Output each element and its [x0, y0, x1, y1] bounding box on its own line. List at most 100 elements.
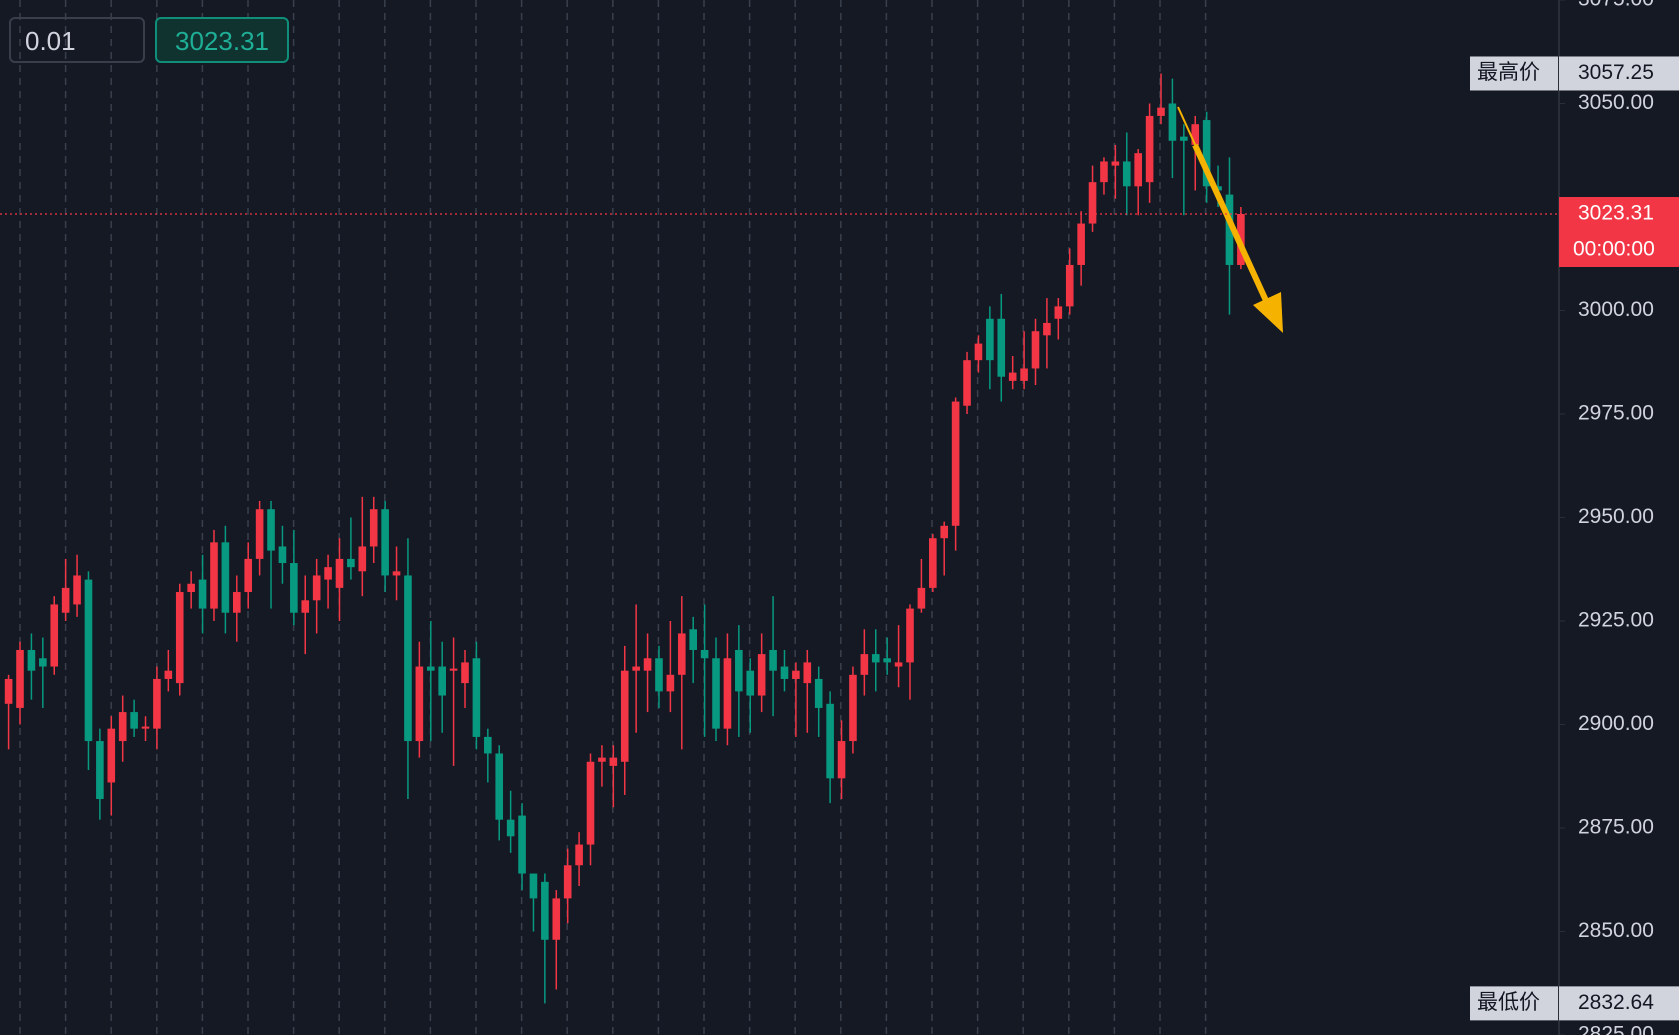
candle-body — [96, 741, 104, 800]
candle-body — [666, 674, 675, 692]
y-tick-label: 2875.00 — [1578, 816, 1654, 839]
candle-body — [997, 318, 1006, 377]
candle-body — [1180, 136, 1188, 141]
candle-body — [267, 509, 275, 551]
candle-body — [986, 318, 994, 361]
candle-body — [312, 575, 321, 601]
candle-body — [255, 509, 264, 559]
candle-body — [118, 712, 127, 742]
candle-body — [769, 649, 777, 671]
candle-body — [1122, 161, 1131, 187]
y-tick-label: 3050.00 — [1578, 91, 1654, 114]
candle-body — [404, 575, 412, 742]
candle-body — [506, 819, 515, 837]
y-tick-label: 2825.00 — [1578, 1023, 1654, 1035]
candle-body — [689, 629, 697, 650]
candle-body — [837, 741, 846, 779]
candle-body — [609, 757, 618, 766]
candle-body — [1031, 331, 1040, 369]
candle-body — [917, 587, 926, 609]
y-tick-label: 3075.00 — [1578, 0, 1654, 11]
candle-body — [1202, 120, 1211, 187]
candle-body — [130, 712, 138, 729]
candle-body — [529, 873, 538, 899]
candle-body — [757, 654, 766, 696]
low-value: 2832.64 — [1578, 991, 1654, 1014]
candle-body — [1100, 161, 1108, 183]
candle-body — [278, 546, 287, 564]
candle-body — [495, 753, 504, 820]
candle-body — [1191, 124, 1200, 145]
candle-body — [84, 579, 93, 742]
high-label: 最高价 — [1477, 61, 1540, 84]
candle-body — [39, 658, 47, 667]
candle-body — [27, 649, 36, 671]
candle-body — [929, 538, 937, 588]
plot — [4, 73, 1245, 1004]
y-tick-label: 2900.00 — [1578, 712, 1654, 735]
candle-body — [461, 662, 469, 684]
candle-body — [1111, 161, 1120, 166]
candle-body — [1157, 107, 1165, 116]
high-value: 3057.25 — [1578, 61, 1654, 84]
candle-body — [1054, 306, 1063, 319]
candle-body — [883, 658, 891, 663]
candle-body — [50, 604, 59, 667]
candle-body — [1020, 368, 1028, 381]
candle-body — [210, 542, 218, 609]
arrow-head — [1253, 292, 1283, 333]
candle-body — [894, 662, 903, 667]
candle-body — [746, 670, 755, 696]
candle-body — [780, 666, 789, 679]
high-value-bg — [1559, 56, 1679, 91]
candle-body — [849, 674, 857, 742]
candle-body — [358, 546, 367, 572]
candle-body — [643, 658, 652, 671]
candle-body — [449, 668, 458, 671]
candle-body — [1088, 182, 1097, 224]
candle-body — [518, 815, 526, 874]
candle-body — [586, 761, 595, 845]
candle-body — [871, 654, 880, 663]
candle-body — [415, 666, 424, 742]
candle-body — [723, 658, 732, 729]
quantity-input[interactable]: 0.01 — [9, 17, 145, 63]
price-button[interactable]: 3023.31 — [155, 17, 289, 63]
candle-body — [198, 579, 207, 609]
candle-body — [826, 703, 834, 779]
candle-body — [735, 649, 743, 692]
candle-body — [381, 509, 389, 576]
candle-body — [1008, 372, 1017, 381]
trend-arrow — [1177, 106, 1283, 333]
candle-body — [141, 726, 150, 729]
candle-body — [221, 542, 230, 613]
candle-body — [61, 587, 70, 613]
candle-body — [951, 401, 960, 526]
candle-body — [335, 558, 344, 588]
candle-body — [73, 575, 81, 605]
candle-body — [552, 898, 561, 940]
candle-body — [233, 592, 241, 613]
y-tick-label: 2975.00 — [1578, 402, 1654, 425]
candle-body — [677, 633, 686, 675]
y-tick-label: 3000.00 — [1578, 298, 1654, 321]
candle-body — [290, 563, 298, 613]
candle-body — [1145, 115, 1154, 183]
candle-body — [803, 662, 812, 684]
candle-body — [940, 525, 949, 539]
candle-body — [187, 583, 195, 593]
candle-body — [107, 728, 116, 783]
candle-body — [575, 844, 583, 866]
candle-body — [598, 757, 606, 762]
candle-body — [1043, 322, 1051, 336]
low-label: 最低价 — [1477, 991, 1540, 1014]
candle-body — [175, 592, 184, 684]
candle-body — [369, 509, 378, 547]
candle-body — [438, 666, 446, 696]
candle-body — [1168, 103, 1177, 141]
candle-body — [484, 736, 492, 754]
candle-body — [974, 343, 983, 361]
candle-body — [324, 567, 332, 580]
